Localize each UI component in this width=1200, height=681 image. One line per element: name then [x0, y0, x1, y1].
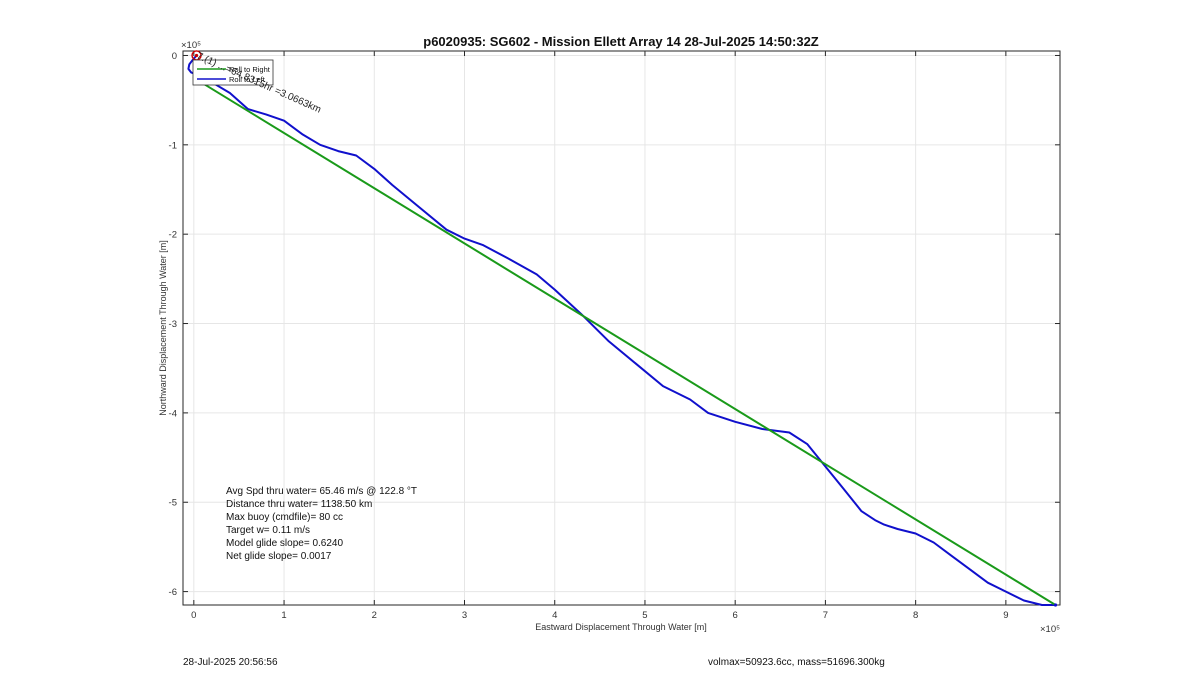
net-course-series-line [192, 76, 1057, 606]
y-axis-label: Northward Displacement Through Water [m] [158, 240, 168, 416]
footer-timestamp: 28-Jul-2025 20:56:56 [183, 657, 278, 668]
stat-model-glide-slope: Model glide slope= 0.6240 [226, 538, 343, 549]
stat-avg-speed: Avg Spd thru water= 65.46 m/s @ 122.8 °T [226, 486, 417, 497]
y-tick-label: -3 [169, 319, 177, 330]
x-tick-label: 5 [642, 610, 647, 621]
x-tick-label: 4 [552, 610, 557, 621]
stat-target-w: Target w= 0.11 m/s [226, 525, 310, 536]
x-tick-label: 1 [281, 610, 286, 621]
x-tick-label: 8 [913, 610, 918, 621]
legend: Roll to Right Roll to Left [192, 59, 274, 86]
y-tick-label: 0 [172, 51, 177, 62]
x-tick-label: 2 [372, 610, 377, 621]
x-tick-label: 6 [733, 610, 738, 621]
stat-distance: Distance thru water= 1138.50 km [226, 499, 372, 510]
y-tick-label: -1 [169, 140, 177, 151]
y-tick-label: -2 [169, 230, 177, 241]
y-tick-label: -6 [169, 587, 177, 598]
series-lines [187, 54, 1057, 606]
x-tick-label: 7 [823, 610, 828, 621]
x-axis-label: Eastward Displacement Through Water [m] [535, 622, 707, 632]
y-tick-label: -4 [169, 408, 177, 419]
stat-max-buoy: Max buoy (cmdfile)= 80 cc [226, 512, 343, 523]
footer-vol-mass: volmax=50923.6cc, mass=51696.300kg [708, 657, 885, 668]
plot-area: 0 1 2 3 4 5 6 7 8 9 0 -1 -2 -3 -4 -5 -6 [169, 50, 1061, 621]
plot-frame [182, 50, 1061, 606]
grid-lines [183, 51, 1060, 605]
chart-title: p6020935: SG602 - Mission Ellett Array 1… [423, 34, 819, 49]
stat-net-glide-slope: Net glide slope= 0.0017 [226, 551, 332, 562]
x-tick-label: 9 [1003, 610, 1008, 621]
legend-box [192, 59, 274, 86]
x-exponent-label: ×10⁵ [1040, 624, 1060, 635]
legend-entry-roll-left: Roll to Left [229, 75, 266, 84]
x-tick-label: 0 [191, 610, 196, 621]
y-tick-label: -5 [169, 498, 177, 509]
axis-ticks: 0 1 2 3 4 5 6 7 8 9 0 -1 -2 -3 -4 -5 -6 [169, 51, 1060, 621]
x-tick-label: 3 [462, 610, 467, 621]
end-marker [1053, 603, 1058, 607]
stats-block: Avg Spd thru water= 65.46 m/s @ 122.8 °T… [226, 486, 417, 562]
start-marker-dot [194, 53, 199, 58]
legend-entry-roll-right: Roll to Right [229, 65, 271, 74]
y-exponent-label: ×10⁵ [181, 40, 201, 51]
